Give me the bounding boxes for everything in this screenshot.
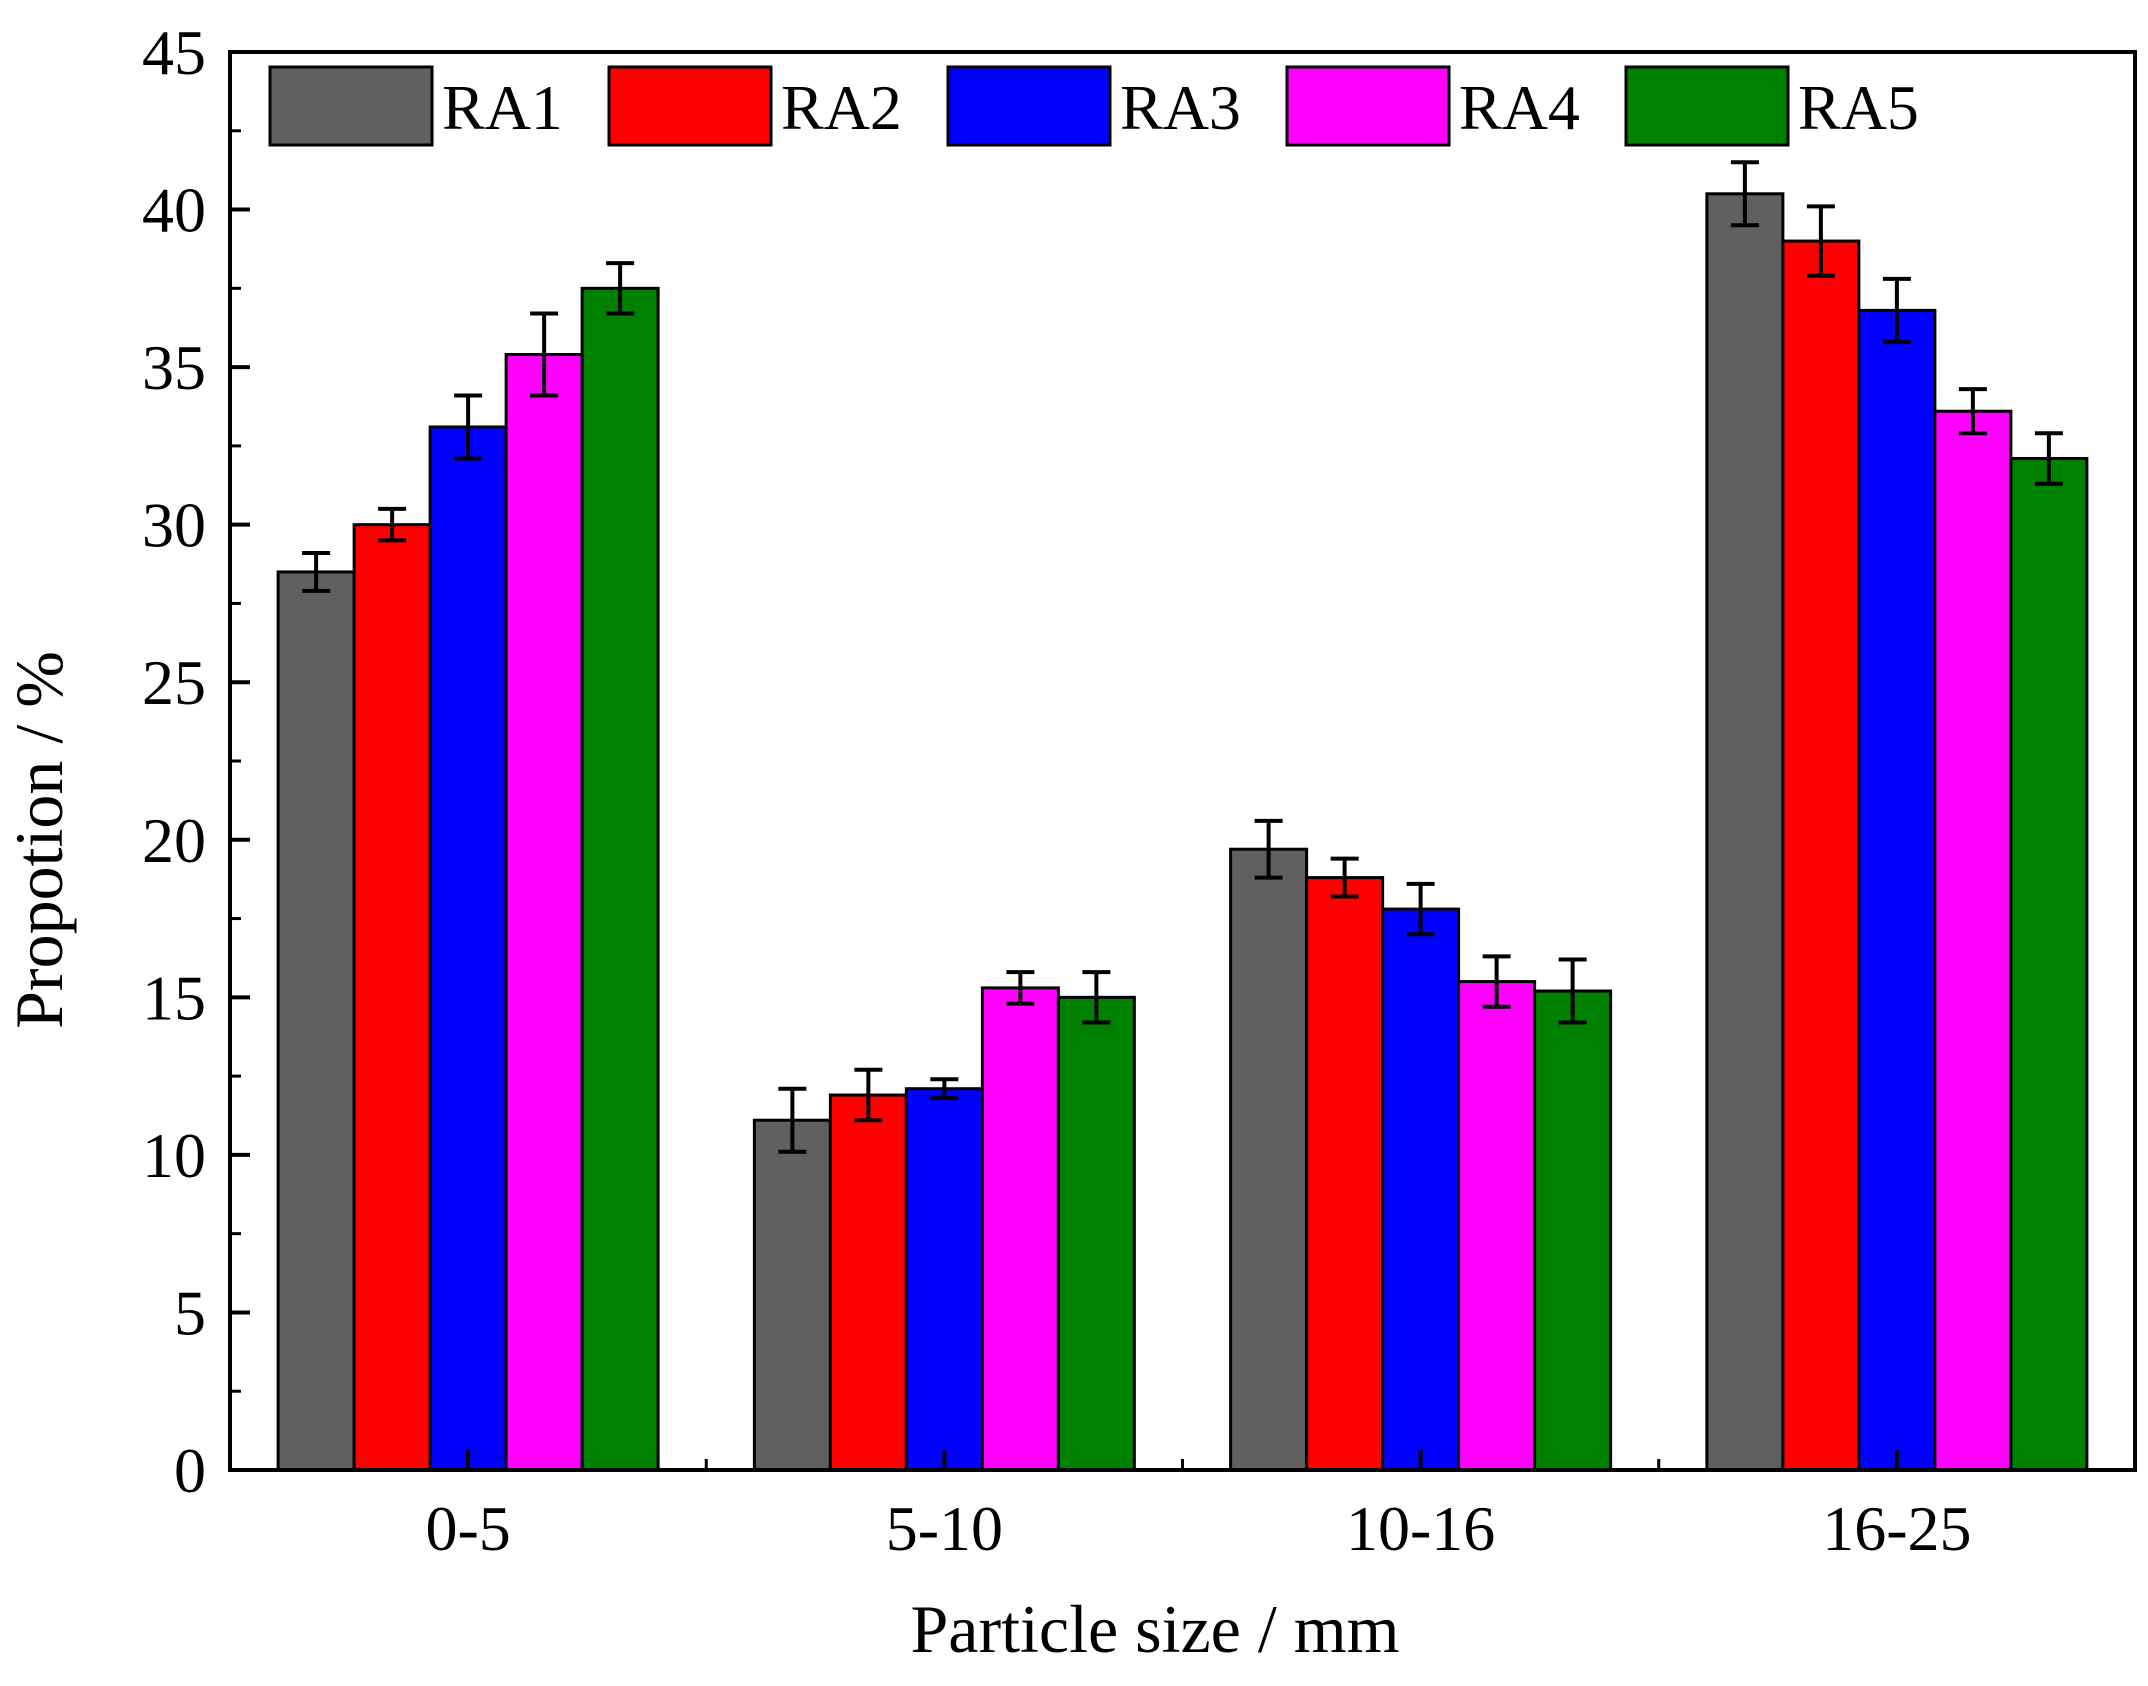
y-tick-label: 5	[174, 1277, 206, 1348]
x-tick-label-0-5: 0-5	[425, 1493, 510, 1564]
legend-item-ra3: RA3	[946, 65, 1241, 147]
bar-ra2-5-10	[828, 1093, 908, 1472]
bar-ra3-10-16	[1381, 907, 1461, 1472]
error-bar-ra2-10-16	[1330, 856, 1359, 899]
x-tick-label-5-10: 5-10	[886, 1493, 1003, 1564]
axes: 0 5 10 15 20 25 30 35 40 45 0-5 5-10 10-16 16-25	[142, 17, 2137, 1564]
bar-ra5-10-16	[1533, 989, 1613, 1472]
bar-ra5-0-5	[580, 286, 660, 1472]
x-tick-label-10-16: 10-16	[1346, 1493, 1495, 1564]
y-tick-label: 10	[142, 1120, 206, 1191]
legend: RA1 RA2 RA3 RA4 RA5	[268, 65, 1919, 147]
error-bar-ra5-0-5	[606, 261, 635, 316]
bar-ra1-16-25	[1705, 192, 1785, 1472]
x-axis-title: Particle size / mm	[910, 1591, 1399, 1667]
error-bar-ra2-0-5	[378, 506, 407, 543]
error-bar-ra5-10-16	[1558, 957, 1587, 1025]
legend-swatch	[1285, 65, 1451, 147]
bar-ra3-16-25	[1857, 308, 1937, 1472]
legend-label: RA1	[442, 72, 563, 143]
error-bar-ra5-5-10	[1082, 970, 1111, 1025]
legend-swatch	[607, 65, 773, 147]
error-bar-ra2-16-25	[1806, 204, 1835, 278]
x-tick-label-16-25: 16-25	[1822, 1493, 1971, 1564]
legend-swatch	[268, 65, 434, 147]
bar-ra4-5-10	[980, 986, 1060, 1472]
bar-ra3-5-10	[904, 1087, 984, 1472]
bar-ra3-0-5	[428, 425, 508, 1472]
legend-swatch	[946, 65, 1112, 147]
bar-ra1-5-10	[752, 1118, 832, 1472]
y-tick-label: 35	[142, 332, 206, 403]
y-tick-label: 15	[142, 962, 206, 1033]
plot-area	[276, 160, 2089, 1472]
bar-ra1-0-5	[276, 570, 356, 1472]
error-bar-ra2-5-10	[854, 1067, 883, 1123]
y-tick-label: 40	[142, 175, 206, 246]
error-bar-ra4-5-10	[1006, 970, 1035, 1006]
error-bar-ra5-16-25	[2034, 431, 2063, 486]
legend-label: RA5	[1798, 72, 1919, 143]
error-bar-ra3-5-10	[930, 1077, 959, 1101]
error-bar-ra1-10-16	[1254, 818, 1283, 880]
legend-item-ra5: RA5	[1624, 65, 1919, 147]
legend-item-ra2: RA2	[607, 65, 902, 147]
error-bar-ra3-10-16	[1406, 881, 1435, 937]
legend-label: RA4	[1459, 72, 1580, 143]
y-tick-label: 0	[174, 1435, 206, 1506]
y-tick-label: 30	[142, 490, 206, 561]
bar-ra2-0-5	[352, 523, 432, 1472]
legend-swatch	[1624, 65, 1790, 147]
error-bar-ra4-16-25	[1958, 387, 1987, 436]
bar-ra2-16-25	[1781, 239, 1861, 1472]
bar-ra2-10-16	[1305, 876, 1385, 1472]
legend-label: RA3	[1120, 72, 1241, 143]
error-bar-ra3-16-25	[1882, 276, 1911, 344]
bar-ra4-10-16	[1457, 980, 1537, 1472]
bar-ra5-16-25	[2009, 456, 2089, 1472]
error-bar-ra4-0-5	[530, 311, 559, 398]
y-axis-title: Propotion / %	[1, 651, 77, 1029]
error-bar-ra4-10-16	[1482, 954, 1511, 1009]
error-bar-ra1-5-10	[778, 1086, 807, 1154]
error-bar-ra3-0-5	[454, 393, 483, 461]
error-bar-ra1-16-25	[1730, 160, 1759, 228]
legend-item-ra4: RA4	[1285, 65, 1580, 147]
legend-label: RA2	[781, 72, 902, 143]
legend-item-ra1: RA1	[268, 65, 563, 147]
bar-ra4-0-5	[504, 353, 584, 1472]
y-tick-label: 20	[142, 805, 206, 876]
bar-ra4-16-25	[1933, 409, 2013, 1472]
bar-ra5-5-10	[1056, 995, 1136, 1472]
error-bar-ra1-0-5	[302, 551, 331, 593]
bar-ra1-10-16	[1229, 847, 1309, 1472]
y-tick-label: 45	[142, 17, 206, 88]
y-tick-label: 25	[142, 647, 206, 718]
